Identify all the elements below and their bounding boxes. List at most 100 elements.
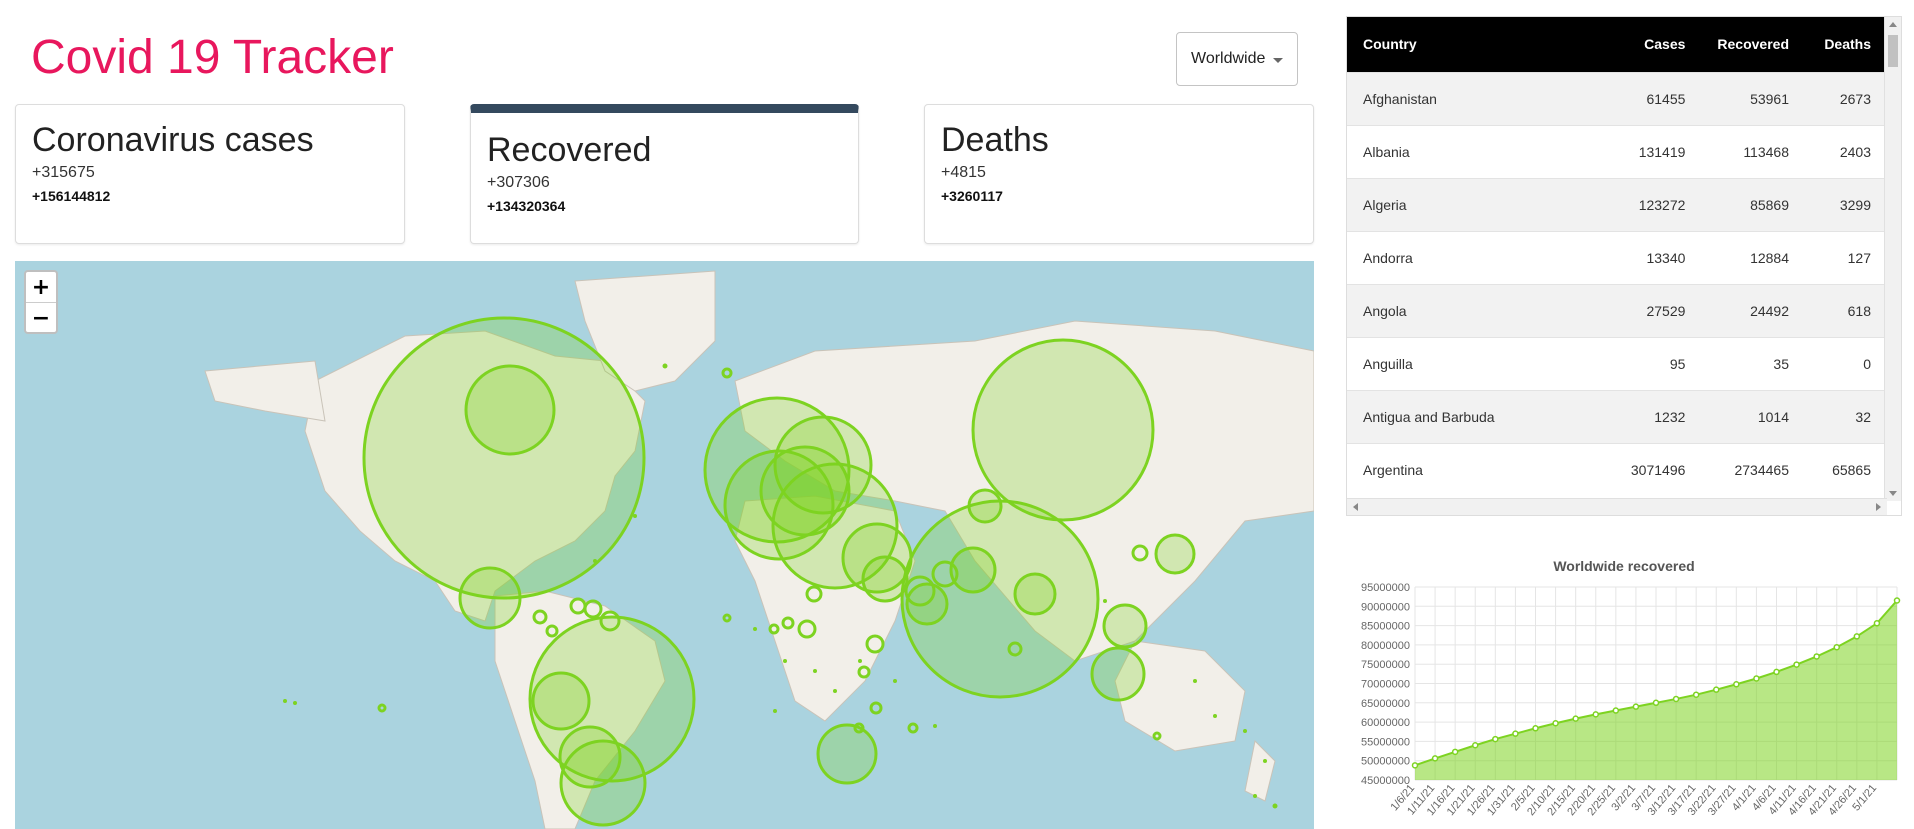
cell-country: Angola <box>1363 302 1407 319</box>
data-point <box>1853 633 1861 640</box>
y-tick-label: 85000000 <box>1361 621 1410 633</box>
cell-cases: 131419 <box>1638 143 1686 160</box>
cases-card-today: +315675 <box>32 164 95 181</box>
cell-cases: 95 <box>1669 355 1686 372</box>
zoom-control: + − <box>24 270 58 334</box>
recovered-card-title: Recovered <box>487 131 652 169</box>
data-point <box>1572 715 1579 722</box>
recovered-card-today: +307306 <box>487 174 550 191</box>
cell-deaths: 3299 <box>1839 196 1871 213</box>
cell-cases: 27529 <box>1646 302 1686 319</box>
y-tick-label: 55000000 <box>1361 736 1410 748</box>
map-dots <box>283 363 1278 809</box>
cell-deaths: 2403 <box>1839 143 1871 160</box>
cell-country: Andorra <box>1363 249 1413 266</box>
y-tick-label: 65000000 <box>1361 698 1410 710</box>
cell-recovered: 1014 <box>1757 408 1789 425</box>
zoom-in-button[interactable]: + <box>26 272 56 303</box>
deaths-card[interactable]: Deaths +4815 +3260117 <box>924 104 1314 244</box>
cell-recovered: 2734465 <box>1734 461 1789 478</box>
cell-recovered: 53961 <box>1750 90 1789 107</box>
country-select[interactable]: Worldwide <box>1176 32 1298 86</box>
cell-deaths: 0 <box>1863 355 1871 372</box>
table-row: Angola 27529 24492 618 <box>1347 284 1887 337</box>
cell-country: Algeria <box>1363 196 1407 213</box>
table-row: Andorra 13340 12884 127 <box>1347 231 1887 284</box>
country-select-value: Worldwide <box>1191 50 1266 67</box>
cell-deaths: 2673 <box>1839 90 1871 107</box>
cell-country: Anguilla <box>1363 355 1413 372</box>
deaths-card-title: Deaths <box>941 121 1049 159</box>
world-map[interactable]: + − <box>15 261 1314 829</box>
cell-country: Antigua and Barbuda <box>1363 408 1495 425</box>
data-point <box>1592 711 1599 718</box>
data-point <box>1652 699 1660 707</box>
data-point <box>1692 691 1700 698</box>
cell-country: Afghanistan <box>1363 90 1437 107</box>
data-point <box>1833 643 1840 651</box>
scroll-right-icon[interactable] <box>1876 503 1881 511</box>
table-vertical-scrollbar[interactable] <box>1884 17 1901 501</box>
chart-canvas: 95000000 90000000 85000000 80000000 75000000… <box>1361 582 1901 818</box>
y-tick-label: 60000000 <box>1361 717 1410 729</box>
cases-card[interactable]: Coronavirus cases +315675 +156144812 <box>15 104 405 244</box>
table-header-row: Country Cases Recovered Deaths <box>1347 17 1887 72</box>
cell-deaths: 127 <box>1847 249 1871 266</box>
deaths-card-today: +4815 <box>941 164 986 181</box>
recovered-card-total: +134320364 <box>487 198 566 214</box>
area-fill <box>1415 600 1897 780</box>
table-row: Argentina 3071496 2734465 65865 <box>1347 443 1887 496</box>
cell-deaths: 618 <box>1847 302 1871 319</box>
data-point <box>1793 661 1800 668</box>
data-point <box>1431 755 1439 762</box>
recovered-chart: Worldwide recovered 95000000 90000000 8500… <box>1346 548 1914 829</box>
cell-cases: 61455 <box>1646 90 1686 107</box>
header-cases: Cases <box>1644 36 1686 53</box>
table-row: Afghanistan 61455 53961 2673 <box>1347 72 1887 125</box>
scroll-down-icon[interactable] <box>1889 491 1897 496</box>
y-tick-label: 50000000 <box>1361 756 1410 768</box>
cell-country: Argentina <box>1363 461 1423 478</box>
data-point <box>1512 730 1519 737</box>
data-point <box>1411 762 1419 769</box>
data-point <box>1451 748 1459 756</box>
table-row: Antigua and Barbuda 1232 1014 32 <box>1347 390 1887 443</box>
scroll-up-icon[interactable] <box>1889 22 1897 27</box>
y-tick-label: 90000000 <box>1361 601 1410 613</box>
data-point <box>1713 686 1720 693</box>
map-canvas <box>204 270 1314 829</box>
table-row: Anguilla 95 35 0 <box>1347 337 1887 390</box>
data-point <box>1632 703 1640 710</box>
map-small-markers <box>377 367 1162 741</box>
cases-card-title: Coronavirus cases <box>32 121 314 159</box>
cell-recovered: 12884 <box>1750 249 1789 266</box>
y-tick-label: 45000000 <box>1361 775 1410 787</box>
chart-title: Worldwide recovered <box>1553 558 1695 574</box>
cell-recovered: 113468 <box>1743 143 1789 160</box>
scroll-thumb[interactable] <box>1888 35 1898 67</box>
y-tick-label: 95000000 <box>1361 582 1410 594</box>
cell-cases: 13340 <box>1646 249 1686 266</box>
cell-cases: 3071496 <box>1630 461 1686 478</box>
y-tick-label: 80000000 <box>1361 640 1410 652</box>
data-point <box>1773 668 1780 676</box>
header-country: Country <box>1363 36 1417 53</box>
table-horizontal-scrollbar[interactable] <box>1347 498 1887 515</box>
y-tick-label: 70000000 <box>1361 679 1410 691</box>
data-point <box>1672 695 1680 703</box>
scroll-left-icon[interactable] <box>1353 503 1358 511</box>
map-circles <box>362 316 1196 827</box>
data-point <box>1612 707 1620 714</box>
data-point <box>1753 675 1760 682</box>
data-point <box>1733 681 1740 688</box>
countries-table[interactable]: Country Cases Recovered Deaths Afghanist… <box>1346 16 1902 516</box>
cell-recovered: 35 <box>1773 355 1789 372</box>
cell-country: Albania <box>1363 143 1410 160</box>
data-point <box>1492 735 1499 743</box>
cell-deaths: 32 <box>1855 408 1871 425</box>
zoom-out-button[interactable]: − <box>31 305 51 331</box>
recovered-card[interactable]: Recovered +307306 +134320364 <box>470 104 859 244</box>
table-row: Albania 131419 113468 2403 <box>1347 125 1887 178</box>
data-point <box>1532 725 1539 732</box>
data-point <box>1893 597 1901 604</box>
